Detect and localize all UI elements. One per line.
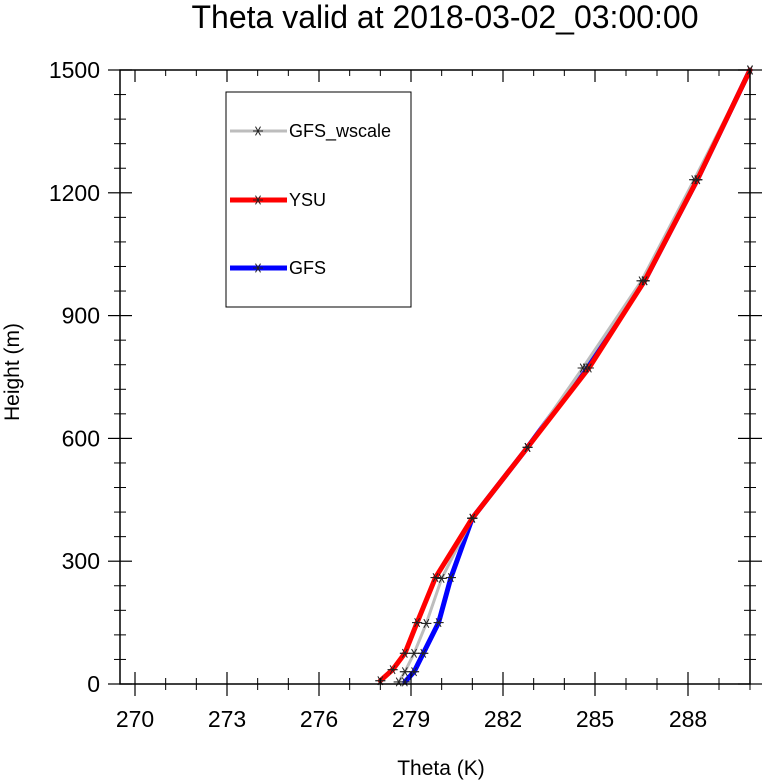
data-point-gfs — [418, 648, 429, 658]
data-point-ysu — [387, 665, 398, 675]
y-tick-label: 0 — [87, 671, 100, 697]
data-point-ysu — [639, 276, 650, 286]
x-tick-label: 273 — [208, 706, 246, 732]
data-point-ysu — [583, 363, 594, 373]
data-point-gfs — [433, 618, 444, 628]
data-point-ysu — [522, 442, 533, 452]
data-point-ysu — [692, 175, 703, 185]
data-point-gfs-wscale — [399, 667, 410, 677]
data-point-gfs-wscale — [393, 677, 404, 687]
x-tick-label: 285 — [576, 706, 614, 732]
data-point-gfs-wscale — [409, 648, 420, 658]
axis-tick-labels: 270 273 276 279 282 285 288 0 300 600 900 1200 1500 — [49, 57, 707, 732]
legend: GFS_wscale YSU GFS — [225, 91, 412, 308]
series-line-gfs-wscale — [397, 68, 752, 684]
legend-marker — [253, 126, 263, 136]
data-point-gfs-wscale — [421, 618, 432, 628]
x-tick-label: 279 — [392, 706, 430, 732]
legend-label: YSU — [289, 190, 326, 210]
x-axis-label: Theta (K) — [397, 757, 485, 780]
y-tick-label: 1200 — [49, 180, 100, 206]
series-line-ysu — [377, 67, 753, 684]
plot-frame — [119, 69, 751, 685]
y-tick-label: 300 — [62, 548, 100, 574]
x-tick-label: 276 — [300, 706, 338, 732]
chart-title: Theta valid at 2018-03-02_03:00:00 — [191, 0, 698, 35]
data-point-ysu — [399, 648, 410, 658]
legend-marker — [253, 195, 263, 205]
y-tick-label: 600 — [62, 425, 100, 451]
legend-label: GFS — [289, 258, 326, 278]
data-point-gfs — [445, 572, 456, 583]
data-point-ysu — [412, 618, 423, 628]
x-tick-label: 282 — [484, 706, 522, 732]
data-point-ysu — [467, 513, 478, 523]
plot-area — [375, 65, 755, 687]
y-axis-label: Height (m) — [1, 323, 24, 421]
axis-ticks — [108, 69, 762, 696]
data-point-ysu — [430, 572, 441, 583]
legend-label: GFS_wscale — [289, 121, 391, 142]
y-tick-label: 1500 — [49, 57, 100, 83]
x-tick-label: 288 — [669, 706, 707, 732]
data-point-gfs-wscale — [436, 573, 447, 583]
legend-marker — [253, 263, 263, 273]
y-tick-label: 900 — [62, 303, 100, 329]
data-point-gfs — [409, 667, 420, 677]
x-tick-label: 270 — [116, 706, 154, 732]
